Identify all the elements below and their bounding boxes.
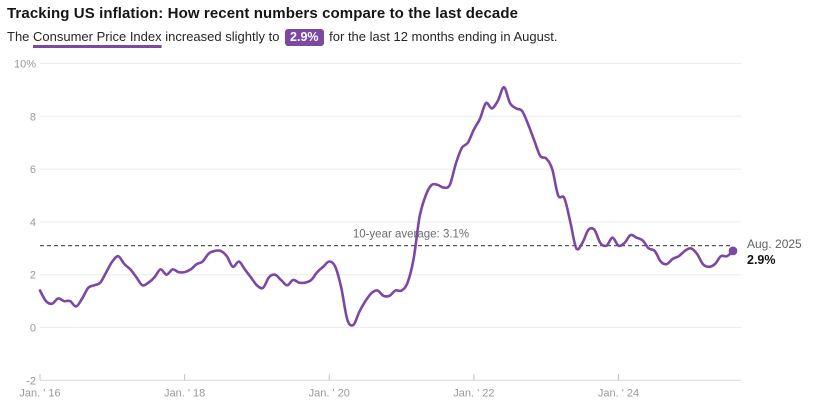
x-axis-label: Jan. ' 20 [309,387,350,399]
subtitle-suffix: for the last 12 months ending in August. [325,29,558,44]
cpi-index-link[interactable]: Consumer Price Index [33,29,162,44]
subtitle-middle: increased slightly to [161,29,284,44]
subtitle-prefix: The [7,29,34,44]
x-axis-label: Jan. ' 16 [19,387,60,399]
x-axis-label: Jan. ' 22 [453,387,494,399]
cpi-value-badge: 2.9% [285,29,324,46]
average-line-label: 10-year average: 3.1% [353,229,469,241]
end-annotation-date: Aug. 2025 [747,237,802,251]
end-annotation-value: 2.9% [747,253,776,267]
chart-title: Tracking US inflation: How recent number… [7,5,519,22]
chart-header: Tracking US inflation: How recent number… [7,5,558,46]
cpi-line [38,86,735,327]
y-axis-label: 8 [30,111,36,123]
y-axis-label: 2 [30,270,36,282]
end-point-marker [728,246,738,256]
y-axis-label: 10% [14,59,36,71]
x-axis-label: Jan. ' 18 [164,387,205,399]
y-axis-label: 4 [30,217,36,229]
chart-subtitle: The Consumer Price Index increased sligh… [7,29,558,46]
y-axis-label: 0 [30,323,36,335]
y-axis-label: -2 [26,375,36,387]
x-axis-label: Jan. ' 24 [598,387,639,399]
y-axis-label: 6 [30,164,36,176]
